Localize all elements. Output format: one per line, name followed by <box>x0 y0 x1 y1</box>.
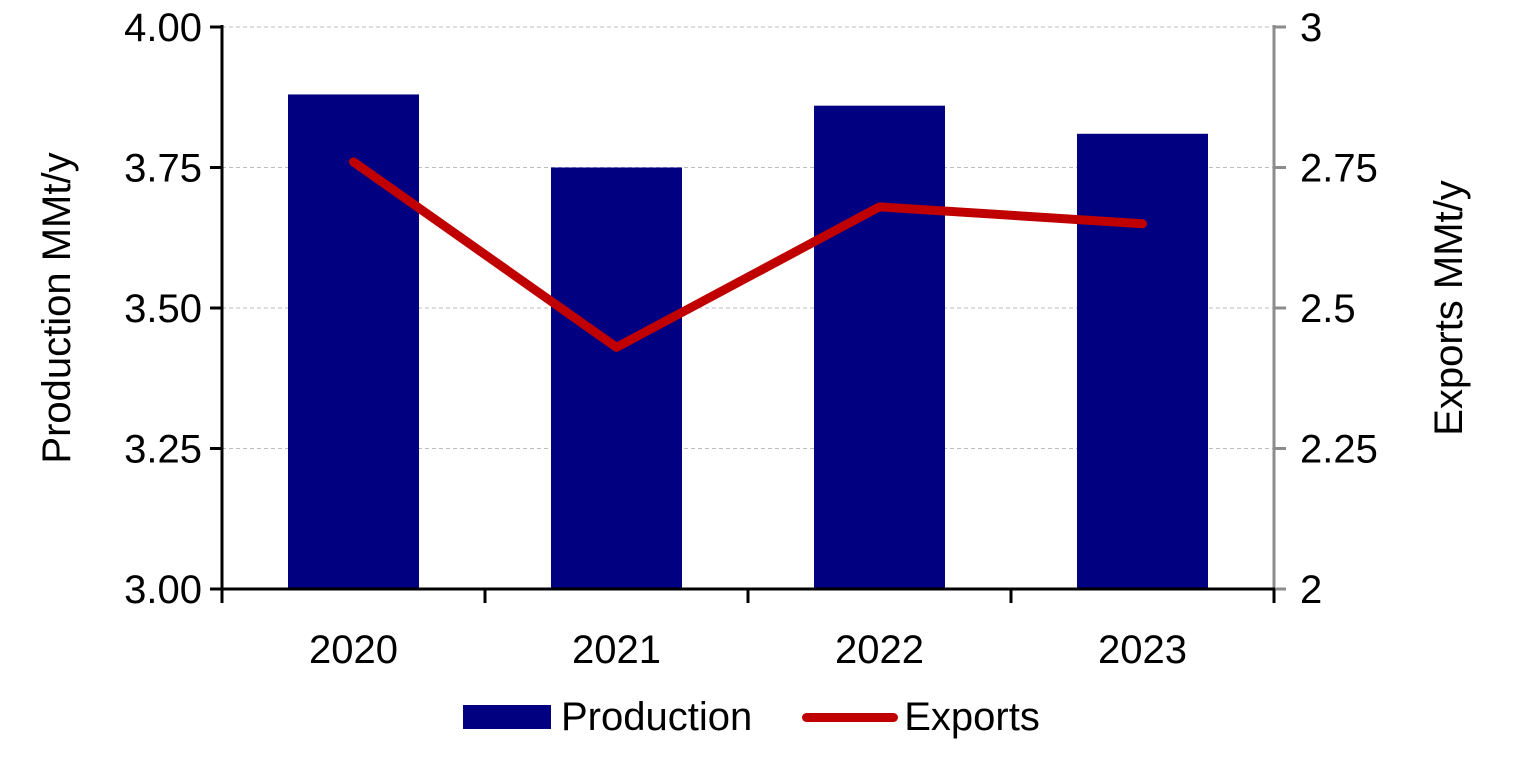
y2-tick-label: 3 <box>1300 6 1322 50</box>
axis-labels: 3.00 3.25 3.50 3.75 4.00 2 2.25 2.5 2.75 3 2020 202… <box>35 6 1471 672</box>
y-tick-label: 4.00 <box>124 6 202 50</box>
legend-production-swatch <box>463 705 551 729</box>
production-bar <box>814 105 945 590</box>
production-bar <box>288 94 419 589</box>
y-tick-label: 3.00 <box>124 568 202 612</box>
x-tick-label: 2022 <box>835 628 924 672</box>
y2-tick-label: 2.25 <box>1300 428 1378 472</box>
x-tick-label: 2023 <box>1098 628 1187 672</box>
y-axis-title: Production MMt/y <box>35 152 79 463</box>
legend: Production Exports <box>463 692 1040 742</box>
legend-exports-swatch <box>802 712 899 722</box>
y-tick-label: 3.50 <box>124 287 202 331</box>
axes <box>210 25 1286 603</box>
y2-axis-title: Exports MMt/y <box>1427 180 1471 436</box>
legend-exports-label: Exports <box>904 694 1040 739</box>
y2-tick-label: 2.75 <box>1300 147 1378 191</box>
y2-tick-label: 2 <box>1300 568 1322 612</box>
x-tick-label: 2020 <box>309 628 398 672</box>
exports-line <box>349 157 1147 352</box>
production-bar <box>551 167 682 589</box>
production-bars <box>288 94 1208 590</box>
legend-production-label: Production <box>561 694 753 739</box>
y2-tick-label: 2.5 <box>1300 287 1356 331</box>
y-tick-label: 3.25 <box>124 428 202 472</box>
x-tick-label: 2021 <box>572 628 661 672</box>
production-bar <box>1077 133 1208 589</box>
y-tick-label: 3.75 <box>124 147 202 191</box>
